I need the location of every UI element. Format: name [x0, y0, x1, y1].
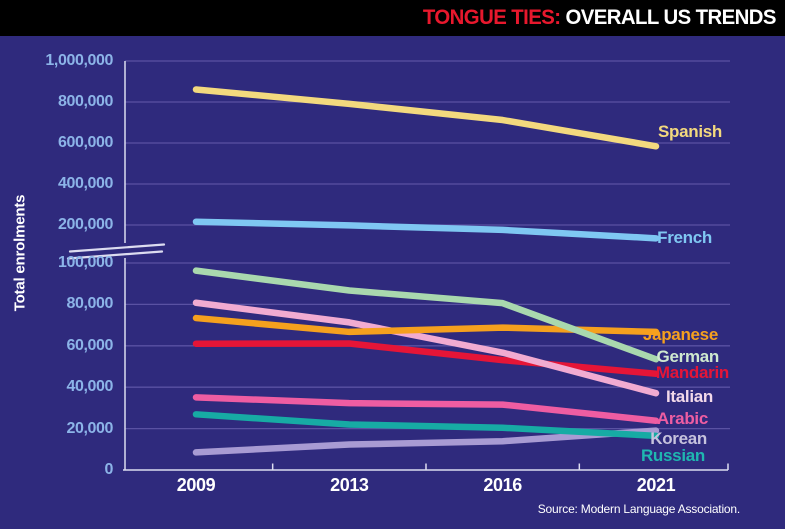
line-japanese [192, 314, 660, 336]
x-tick-2016: 2016 [483, 475, 522, 495]
x-tick-2009: 2009 [176, 475, 216, 495]
y-tick-100,000: 100,000 [57, 254, 113, 271]
y-tick-40,000: 40,000 [66, 378, 113, 396]
y-tick-600,000: 600,000 [57, 134, 113, 151]
y-tick-20,000: 20,000 [66, 419, 113, 437]
y-tick-0: 0 [104, 461, 114, 478]
y-tick-800,000: 800,000 [57, 93, 113, 110]
source-credit: Source: Modern Language Association. [537, 502, 740, 516]
line-german [192, 267, 660, 363]
series-label-arabic: Arabic [656, 409, 708, 428]
line-russian [192, 411, 660, 440]
y-tick-200,000: 200,000 [57, 216, 113, 233]
axis-break-mark-2 [66, 250, 164, 260]
line-spanish [192, 86, 660, 150]
series-label-spanish: Spanish [657, 122, 722, 141]
page-title: OVERALL US TRENDS [565, 6, 777, 29]
x-tick-2013: 2013 [330, 475, 369, 495]
series-label-french: French [657, 228, 712, 247]
title-bar: TONGUE TIES: OVERALL US TRENDS [0, 0, 785, 36]
series-label-mandarin: Mandarin [655, 363, 729, 382]
y-tick-80,000: 80,000 [66, 295, 113, 313]
title-accent: TONGUE TIES: [422, 6, 566, 29]
x-tick-2021: 2021 [636, 475, 676, 495]
axis-break-mark-1 [68, 243, 166, 253]
y-tick-1,000,000: 1,000,000 [45, 52, 113, 69]
series-label-italian: Italian [665, 387, 713, 406]
line-arabic [192, 394, 660, 424]
series-label-german: German [656, 347, 720, 366]
y-tick-60,000: 60,000 [66, 336, 113, 354]
series-label-japanese: Japanese [642, 325, 718, 344]
line-korean [192, 427, 660, 456]
y-tick-400,000: 400,000 [57, 175, 113, 192]
y-axis-title: Total enrolments [11, 194, 29, 312]
series-label-korean: Korean [650, 429, 707, 448]
series-label-russian: Russian [640, 446, 705, 465]
line-mandarin [192, 340, 660, 377]
line-italian [192, 299, 660, 397]
line-french [192, 218, 660, 242]
